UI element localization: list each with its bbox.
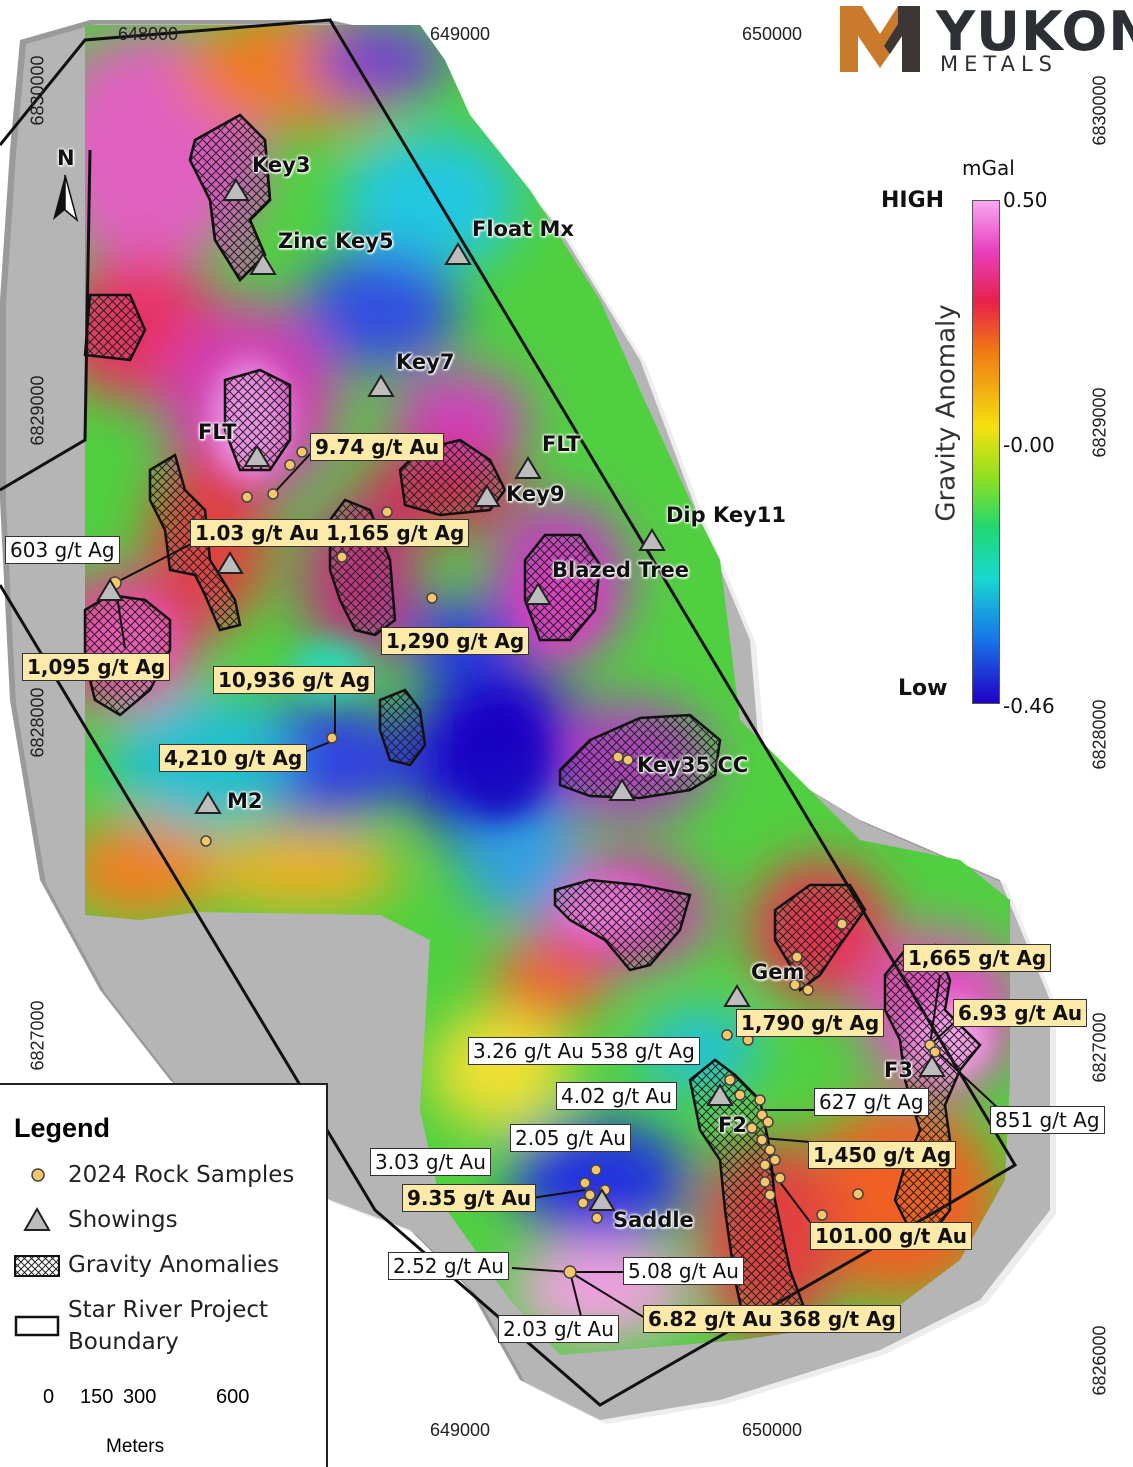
legend-item-boundary: Star River Project [68, 1297, 269, 1323]
legend-panel: Legend 2024 Rock Samples Showings Gravit… [0, 1083, 328, 1467]
easting-label: 649000 [430, 1420, 491, 1440]
colorbar-low-label: Low [898, 676, 948, 701]
triangle-icon [23, 1207, 51, 1231]
assay-label: 1,790 g/t Ag [736, 1009, 885, 1037]
colorbar-unit: mGal [962, 156, 1015, 180]
showing-label: Key9 [506, 482, 565, 506]
assay-label: 1,450 g/t Ag [808, 1141, 957, 1169]
assay-label: 5.08 g/t Au [623, 1257, 744, 1285]
legend-title: Legend [14, 1113, 111, 1143]
easting-label: 650000 [742, 1420, 803, 1440]
northing-label: 6827000 [1089, 1012, 1110, 1083]
northing-label: 6830000 [27, 55, 48, 126]
scale-tick: 600 [216, 1386, 250, 1408]
assay-label: 101.00 g/t Au [810, 1222, 973, 1250]
showing-label: Key35 CC [637, 753, 749, 777]
assay-label: 2.05 g/t Au [510, 1124, 631, 1152]
assay-label: 627 g/t Ag [814, 1088, 929, 1116]
showing-label: Float Mx [472, 217, 574, 241]
colorbar-mid: -0.00 [1003, 433, 1055, 457]
logo-wordmark: YUKON [936, 0, 1133, 63]
assay-label: 851 g/t Ag [990, 1106, 1105, 1134]
assay-label: 2.03 g/t Au [498, 1315, 619, 1343]
easting-label: 650000 [742, 24, 803, 44]
northing-label: 6827000 [27, 1000, 48, 1071]
logo-subtitle: METALS [940, 52, 1058, 76]
rock-samples [108, 446, 941, 1279]
scale-tick: 150 [80, 1386, 114, 1408]
showing-markers [96, 178, 946, 1211]
assay-label: 2.52 g/t Au [388, 1252, 509, 1280]
assay-label: 3.03 g/t Au [370, 1148, 491, 1176]
showing-label: M2 [227, 789, 263, 813]
assay-label: 6.82 g/t Au 368 g/t Ag [643, 1305, 901, 1333]
assay-label: 1,665 g/t Ag [903, 944, 1052, 972]
yukon-metals-logo: YUKON METALS [840, 0, 1133, 76]
gravity-colorbar [972, 200, 1000, 704]
colorbar-title: Gravity Anomaly [931, 304, 962, 522]
northing-label: 6826000 [1089, 1325, 1110, 1396]
showing-label: Dip Key11 [666, 503, 787, 527]
easting-label: 649000 [430, 24, 491, 44]
northing-label: 6828000 [1089, 699, 1110, 770]
north-arrow-icon [53, 174, 79, 223]
showing-label: F3 [884, 1058, 913, 1082]
colorbar-max: 0.50 [1003, 188, 1048, 212]
assay-label: 1.03 g/t Au 1,165 g/t Ag [190, 519, 470, 547]
colorbar-high-label: HIGH [881, 188, 945, 213]
showing-label: Key7 [396, 350, 455, 374]
legend-item-showings: Showings [68, 1207, 178, 1233]
showing-label: Gem [751, 960, 805, 984]
northing-label: 6829000 [27, 375, 48, 446]
assay-label: 6.93 g/t Au [953, 999, 1088, 1027]
assay-label: 10,936 g/t Ag [213, 666, 376, 694]
assay-label: 1,290 g/t Ag [381, 627, 530, 655]
showing-label: FLT [198, 420, 237, 444]
showing-label: Key3 [252, 153, 311, 177]
showing-label: Zinc Key5 [278, 229, 394, 253]
boundary-box-icon [14, 1315, 60, 1337]
leader-lines [114, 451, 1001, 1321]
north-arrow-label: N [57, 146, 75, 170]
legend-item-anomalies: Gravity Anomalies [68, 1252, 280, 1278]
assay-label: 603 g/t Ag [5, 536, 120, 564]
showing-label: Blazed Tree [552, 558, 690, 582]
showing-label: FLT [542, 432, 581, 456]
gravity-anomalies [83, 113, 982, 1332]
logo-mark-icon [840, 6, 920, 72]
assay-label: 9.74 g/t Au [310, 433, 445, 461]
scale-unit: Meters [106, 1436, 165, 1457]
legend-item-boundary-line2: Boundary [68, 1329, 179, 1355]
scale-tick: 300 [123, 1386, 157, 1408]
assay-label: 1,095 g/t Ag [22, 653, 171, 681]
sample-dot-icon [31, 1168, 45, 1182]
assay-label: 4.02 g/t Au [556, 1082, 677, 1110]
assay-label: 3.26 g/t Au 538 g/t Ag [468, 1037, 700, 1065]
easting-label: 648000 [118, 24, 179, 44]
northing-label: 6828000 [27, 687, 48, 758]
assay-label: 4,210 g/t Ag [159, 744, 308, 772]
northing-label: 6830000 [1089, 75, 1110, 146]
assay-label: 9.35 g/t Au [402, 1184, 537, 1212]
crosshatch-icon [14, 1255, 60, 1277]
showing-label: Saddle [613, 1208, 694, 1232]
scale-tick: 0 [43, 1386, 55, 1408]
showing-label: F2 [718, 1113, 747, 1137]
colorbar-min: -0.46 [1003, 694, 1055, 718]
northing-label: 6829000 [1089, 387, 1110, 458]
legend-item-samples: 2024 Rock Samples [68, 1162, 295, 1188]
